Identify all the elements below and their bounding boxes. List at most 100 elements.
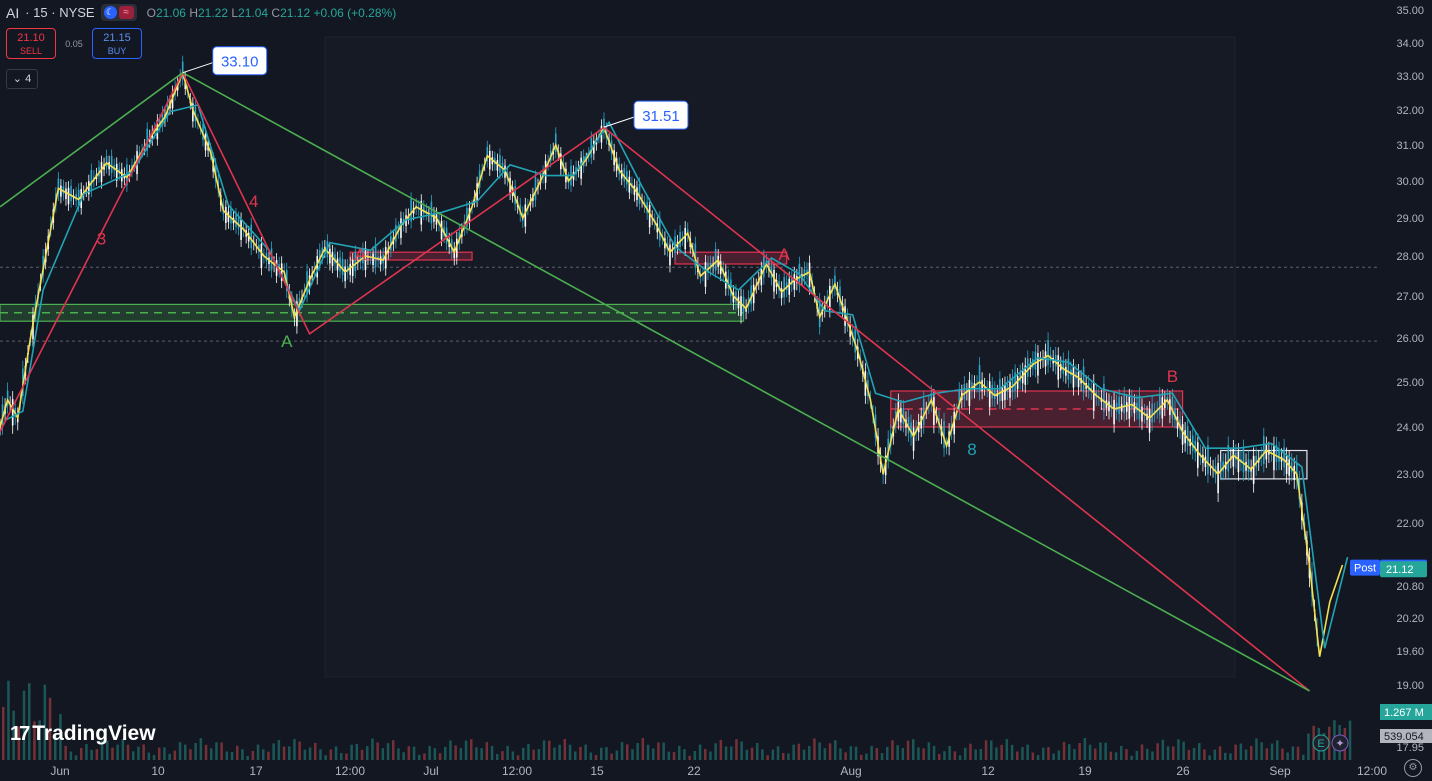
candle-body [420, 200, 423, 225]
volume-bar [1088, 744, 1092, 760]
candle-body [1194, 440, 1197, 454]
volume-bar [184, 744, 187, 760]
timeframe-label[interactable]: · 15 · NYSE [25, 5, 95, 20]
candle-body [752, 284, 755, 304]
volume-bar [563, 738, 567, 760]
candle-body [161, 112, 164, 126]
volume-bar [1109, 751, 1113, 760]
candle-body [1138, 395, 1141, 420]
volume-bar [709, 751, 712, 760]
candle-body [316, 255, 319, 278]
time-tick: 12:00 [335, 764, 365, 778]
candle-body [1252, 455, 1255, 484]
volume-bar [740, 741, 743, 760]
price-tick: 32.00 [1396, 105, 1424, 117]
candle-body [988, 381, 991, 408]
indicators-collapse-toggle[interactable]: ⌄ 4 [6, 69, 38, 89]
candle-body [1265, 445, 1268, 460]
volume-bar [1166, 746, 1170, 760]
candle-body [351, 260, 354, 276]
candle-body [1006, 384, 1009, 393]
earnings-bubble[interactable] [1312, 734, 1330, 752]
volume-bar [990, 740, 993, 760]
wave-line-red [0, 70, 1310, 692]
volume-bar [605, 747, 608, 760]
price-tick: 31.00 [1396, 140, 1424, 152]
candle-body [1113, 399, 1115, 425]
symbol-label[interactable]: AI [6, 4, 20, 21]
candle-body [783, 277, 785, 298]
candle-body [488, 150, 491, 170]
candle-body [156, 120, 159, 140]
candle-body [57, 178, 60, 195]
volume-bar [1286, 752, 1289, 760]
volume-bar [1255, 738, 1258, 760]
volume-bar [168, 753, 171, 760]
candle-body [773, 269, 775, 292]
volume-bar [943, 751, 946, 760]
events-star-icon[interactable] [1331, 734, 1349, 752]
volume-bar [485, 742, 489, 760]
brand-name: TradingView [32, 722, 156, 745]
volume-bar [334, 746, 338, 760]
volume-bar [704, 749, 707, 760]
price-axis [1380, 0, 1432, 781]
wave-label: 8 [967, 440, 976, 459]
volume-bar [1307, 733, 1310, 760]
candle-body [306, 271, 308, 295]
volume-bar [381, 748, 385, 760]
candle-body [694, 243, 697, 268]
candle-body [839, 286, 841, 306]
candle-body [1047, 340, 1049, 365]
volume-bar [496, 754, 499, 760]
volume-bar [735, 739, 738, 760]
volume-bar [282, 746, 286, 760]
volume-bar [594, 755, 598, 760]
candle-body [793, 274, 796, 290]
price-tick: 17.95 [1396, 742, 1424, 754]
volume-bar [766, 755, 769, 760]
volume-bar [953, 751, 957, 760]
candle-body [1032, 359, 1034, 368]
candle-body [364, 248, 367, 270]
price-tick: 33.00 [1396, 71, 1424, 83]
callout-price: 31.51 [642, 108, 680, 125]
volume-bar [85, 744, 88, 760]
volume-bar [584, 744, 587, 760]
last-price-tag [1380, 561, 1427, 578]
callout-price: 33.10 [221, 54, 259, 71]
sell-button[interactable]: 21.10 SELL [6, 28, 56, 59]
candle-body [227, 211, 230, 222]
volume-bar [995, 747, 998, 760]
buy-button[interactable]: 21.15 BUY [92, 28, 142, 59]
volume-bar [672, 752, 676, 760]
candle-body [1011, 377, 1014, 393]
candle-body [1242, 448, 1245, 473]
candle-body [410, 198, 412, 222]
candle-body [1255, 455, 1257, 468]
volume-bar [392, 740, 395, 760]
wave-label: B [1167, 367, 1178, 386]
tradingview-logo[interactable]: 17 TradingView [10, 722, 156, 746]
volume-bar [194, 743, 197, 760]
candle-body [67, 187, 70, 205]
trade-panel: 21.10 SELL 0.05 21.15 BUY [6, 28, 142, 59]
candle-body [146, 128, 148, 151]
volume-bar [54, 733, 57, 760]
volume-bar [215, 742, 218, 760]
volume-bar [480, 748, 483, 760]
time-tick: 17 [249, 764, 263, 778]
gear-icon[interactable]: ⚙ [1404, 759, 1422, 777]
candle-body [626, 171, 628, 185]
volume-bar [2, 707, 5, 760]
candle-body [750, 285, 752, 305]
volume-bar [1146, 748, 1149, 760]
market-status-pill[interactable]: ☾ ≈ [100, 4, 137, 21]
candle-body [0, 427, 1, 428]
volume-bar [880, 753, 884, 760]
volume-bar [121, 738, 125, 760]
candle-body [1171, 396, 1174, 419]
volume-bar [59, 713, 62, 760]
volume-bar [402, 752, 405, 760]
